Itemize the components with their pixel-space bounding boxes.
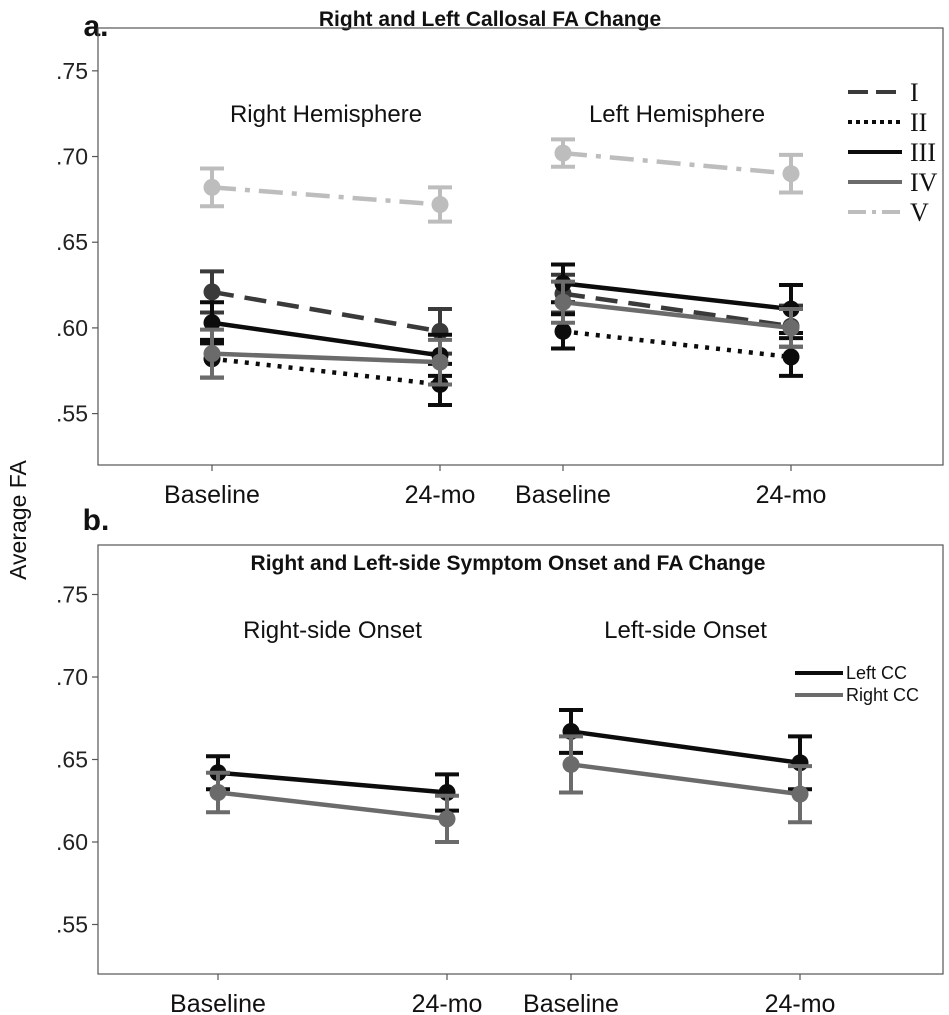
- series-line: [211, 289, 441, 334]
- y-axis-label: Average FA: [5, 459, 31, 579]
- group-label: Right-side Onset: [243, 617, 422, 644]
- legend-label: V: [910, 198, 929, 227]
- chart-title: Right and Left-side Symptom Onset and FA…: [251, 552, 766, 575]
- data-point: [438, 810, 456, 828]
- data-point: [203, 314, 221, 332]
- panel-label: a.: [83, 10, 108, 43]
- data-point: [431, 196, 449, 214]
- y-tick-label: .65: [56, 229, 88, 255]
- data-point: [782, 319, 800, 337]
- x-tick-label: Baseline: [164, 481, 260, 509]
- legend-label: Left CC: [846, 663, 907, 683]
- series-line: [211, 320, 441, 358]
- legend-label: IV: [910, 168, 938, 197]
- data-point: [554, 293, 572, 311]
- y-tick-label: .60: [56, 829, 88, 855]
- data-point: [203, 178, 221, 196]
- y-tick-label: .75: [56, 582, 88, 608]
- series-line: [211, 185, 441, 207]
- x-tick-label: Baseline: [170, 990, 266, 1015]
- series-line: [570, 762, 801, 797]
- plot-frame: [97, 27, 944, 466]
- series-line: [562, 281, 792, 312]
- panel-a: a. Right and Left Callosal FA Change .55 .6…: [56, 8, 944, 509]
- data-point: [782, 348, 800, 366]
- chart-title: Right and Left Callosal FA Change: [319, 8, 661, 31]
- y-tick-label: .55: [56, 401, 88, 427]
- group-label: Left-side Onset: [604, 617, 767, 644]
- data-point: [431, 353, 449, 371]
- data-point: [554, 144, 572, 162]
- y-tick-label: .65: [56, 747, 88, 773]
- data-point: [209, 784, 227, 801]
- x-tick-label: Baseline: [523, 990, 619, 1015]
- group-label: Right Hemisphere: [230, 101, 422, 128]
- y-tick-label: .55: [56, 912, 88, 938]
- series-line: [217, 770, 448, 795]
- x-tick-label: 24-mo: [412, 990, 483, 1015]
- series-line: [562, 329, 792, 360]
- series-line: [570, 729, 801, 766]
- data-point: [554, 322, 572, 340]
- data-point: [203, 283, 221, 301]
- x-tick-label: 24-mo: [756, 481, 827, 509]
- series-line: [211, 351, 441, 365]
- y-tick-label: .70: [56, 664, 88, 690]
- plot-frame: [97, 544, 944, 975]
- x-tick-label: 24-mo: [405, 481, 476, 509]
- data-point: [791, 785, 809, 803]
- panel-label: b.: [83, 504, 110, 537]
- legend-label: III: [910, 138, 936, 167]
- y-tick-label: .60: [56, 315, 88, 341]
- legend-label: I: [910, 78, 919, 107]
- legend-label: Right CC: [846, 685, 919, 705]
- legend-label: II: [910, 108, 927, 137]
- series-line: [562, 291, 792, 329]
- x-tick-label: 24-mo: [765, 990, 836, 1015]
- panel-b: b. Right and Left-side Symptom Onset and …: [56, 504, 944, 1015]
- series-line: [562, 150, 792, 176]
- data-point: [782, 165, 800, 183]
- data-point: [203, 345, 221, 363]
- series-line: [562, 299, 792, 331]
- x-tick-label: Baseline: [515, 481, 611, 509]
- y-tick-label: .70: [56, 144, 88, 170]
- series-line: [217, 790, 448, 822]
- y-tick-label: .75: [56, 58, 88, 84]
- group-label: Left Hemisphere: [589, 101, 765, 128]
- data-point: [562, 755, 580, 773]
